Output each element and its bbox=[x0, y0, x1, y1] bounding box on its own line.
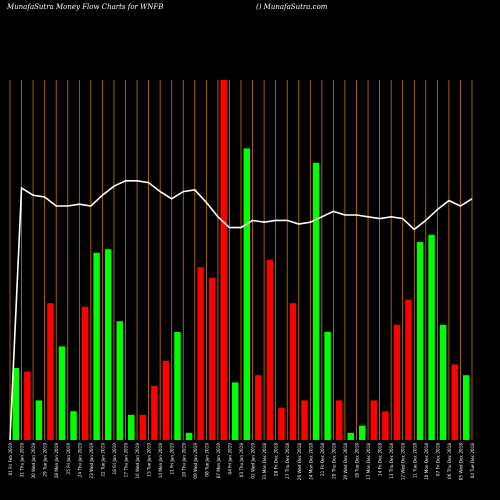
money-flow-bar bbox=[289, 303, 297, 440]
money-flow-bar bbox=[197, 267, 204, 440]
money-flow-bar bbox=[335, 400, 343, 440]
x-tick-label: 24 Mon Dec 2018 bbox=[308, 443, 313, 480]
x-tick-label: 07 Mon Jan 2019 bbox=[216, 443, 221, 479]
money-flow-bar bbox=[428, 234, 435, 440]
x-tick-label: 06 Thu Dec 2018 bbox=[447, 443, 452, 479]
money-flow-bar bbox=[347, 432, 354, 440]
money-flow-bar bbox=[439, 324, 447, 440]
money-flow-bar bbox=[312, 162, 320, 441]
x-tick-label: 04 Fri Jan 2019 bbox=[227, 443, 232, 475]
x-tick-label: 31 Thu Jan 2019 bbox=[20, 443, 25, 478]
site-name: () MunafaSutra.com bbox=[256, 3, 328, 11]
x-tick-label: 12 Wed Dec 2018 bbox=[401, 443, 406, 481]
money-flow-bar bbox=[266, 260, 274, 440]
x-tick-label: 02 Wed Jan 2019 bbox=[251, 443, 256, 479]
money-flow-bar bbox=[255, 375, 262, 440]
money-flow-bar bbox=[174, 332, 181, 440]
x-tick-label: 03 Thu Jan 2019 bbox=[239, 443, 244, 478]
x-tick-label: 30 Wed Jan 2019 bbox=[31, 443, 36, 479]
x-tick-label: 26 Wed Dec 2018 bbox=[297, 443, 302, 481]
x-tick-label: 11 Fri Jan 2019 bbox=[170, 443, 175, 475]
x-tick-label: 21 Fri Dec 2018 bbox=[320, 443, 325, 476]
x-tick-label: 08 Tue Jan 2019 bbox=[204, 443, 209, 477]
money-flow-bar bbox=[139, 414, 147, 440]
x-tick-label: 20 Thu Dec 2018 bbox=[331, 443, 336, 479]
x-tick-label: 10 Mon Dec 2018 bbox=[424, 443, 429, 480]
x-tick-label: 17 Mon Dec 2018 bbox=[366, 443, 371, 480]
x-tick-label: 10 Thu Jan 2019 bbox=[181, 443, 186, 478]
x-tick-label: 11 Tue Dec 2018 bbox=[412, 443, 417, 479]
money-flow-bar bbox=[324, 332, 331, 440]
money-flow-bar bbox=[12, 368, 20, 440]
money-flow-bar bbox=[462, 375, 470, 440]
x-tick-label: 19 Wed Dec 2018 bbox=[343, 443, 348, 481]
x-tick-label: 13 Thu Dec 2018 bbox=[389, 443, 394, 479]
x-tick-label: 29 Tue Jan 2019 bbox=[43, 443, 48, 477]
chart-title: MunafaSutra Money Flow Charts for WNFB bbox=[7, 3, 164, 11]
money-flow-bar bbox=[405, 299, 412, 440]
x-tick-label: 07 Fri Dec 2018 bbox=[435, 443, 440, 476]
grid-lines bbox=[9, 80, 473, 440]
money-flow-bar bbox=[382, 411, 389, 440]
money-flow-bar bbox=[208, 278, 216, 440]
money-flow-bar bbox=[393, 324, 401, 440]
x-axis-labels: 01 Fri Feb 2019 31 Thu Jan 2019 30 Wed Jan… bbox=[8, 443, 475, 481]
money-flow-bar bbox=[370, 400, 378, 440]
x-tick-label: 15 Tue Jan 2019 bbox=[147, 443, 152, 477]
money-flow-bar bbox=[243, 148, 251, 440]
money-flow-bar bbox=[162, 360, 170, 440]
money-flow-bar bbox=[451, 364, 458, 440]
money-flow-bar bbox=[70, 411, 77, 440]
x-tick-label: 25 Fri Jan 2019 bbox=[66, 443, 71, 475]
money-flow-bar bbox=[47, 303, 54, 440]
money-flow-bar bbox=[151, 386, 158, 440]
money-flow-bars bbox=[12, 80, 470, 441]
x-tick-label: 22 Tue Jan 2019 bbox=[100, 443, 105, 477]
x-tick-label: 18 Tue Dec 2018 bbox=[355, 443, 360, 479]
money-flow-bar bbox=[93, 252, 100, 440]
money-flow-bar bbox=[359, 425, 366, 440]
money-flow-bar bbox=[301, 400, 308, 440]
x-tick-label: 14 Mon Jan 2019 bbox=[158, 443, 163, 479]
money-flow-bar bbox=[116, 321, 123, 440]
money-flow-bar bbox=[278, 407, 285, 440]
x-tick-label: 01 Fri Feb 2019 bbox=[8, 443, 13, 476]
chart-header: MunafaSutra Money Flow Charts for WNFB (… bbox=[0, 0, 500, 20]
price-line-path bbox=[9, 180, 473, 441]
x-tick-label: 16 Wed Jan 2019 bbox=[135, 443, 140, 479]
price-line bbox=[9, 180, 473, 441]
x-tick-label: 28 Mon Jan 2019 bbox=[54, 443, 59, 479]
x-tick-label: 05 Wed Dec 2018 bbox=[458, 443, 463, 481]
money-flow-bar bbox=[416, 242, 424, 440]
money-flow-bar bbox=[35, 400, 43, 440]
x-tick-label: 17 Thu Jan 2019 bbox=[124, 443, 129, 478]
x-tick-label: 09 Wed Jan 2019 bbox=[193, 443, 198, 479]
x-tick-label: 23 Wed Jan 2019 bbox=[89, 443, 94, 479]
x-tick-label: 28 Fri Dec 2018 bbox=[274, 443, 279, 476]
money-flow-bar bbox=[128, 414, 135, 440]
x-tick-label: 31 Mon Dec 2018 bbox=[262, 443, 267, 480]
money-flow-bar bbox=[220, 80, 227, 440]
x-tick-label: 14 Fri Dec 2018 bbox=[378, 443, 383, 476]
x-tick-label: 24 Thu Jan 2019 bbox=[77, 443, 82, 478]
x-tick-label: 18 Fri Jan 2019 bbox=[112, 443, 117, 475]
x-tick-label: 27 Thu Dec 2018 bbox=[285, 443, 290, 479]
money-flow-bar bbox=[185, 432, 193, 440]
money-flow-bar bbox=[104, 249, 112, 440]
money-flow-bar bbox=[231, 382, 239, 440]
money-flow-bar bbox=[81, 306, 89, 440]
money-flow-bar bbox=[58, 346, 66, 440]
money-flow-bar bbox=[24, 371, 31, 440]
x-tick-label: 04 Tue Dec 2018 bbox=[470, 443, 475, 479]
